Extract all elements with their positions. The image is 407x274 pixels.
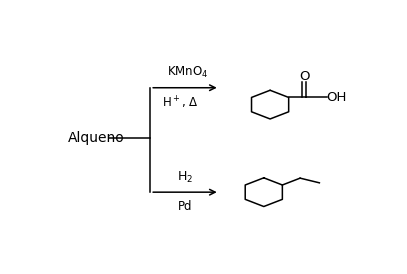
Text: H$_2$: H$_2$ <box>177 170 193 185</box>
Text: OH: OH <box>326 91 346 104</box>
Text: Pd: Pd <box>178 199 192 213</box>
Text: KMnO$_4$: KMnO$_4$ <box>167 65 209 80</box>
Text: H$^+$, Δ: H$^+$, Δ <box>162 95 199 112</box>
Text: O: O <box>299 70 309 84</box>
Text: Alqueno: Alqueno <box>68 131 125 145</box>
